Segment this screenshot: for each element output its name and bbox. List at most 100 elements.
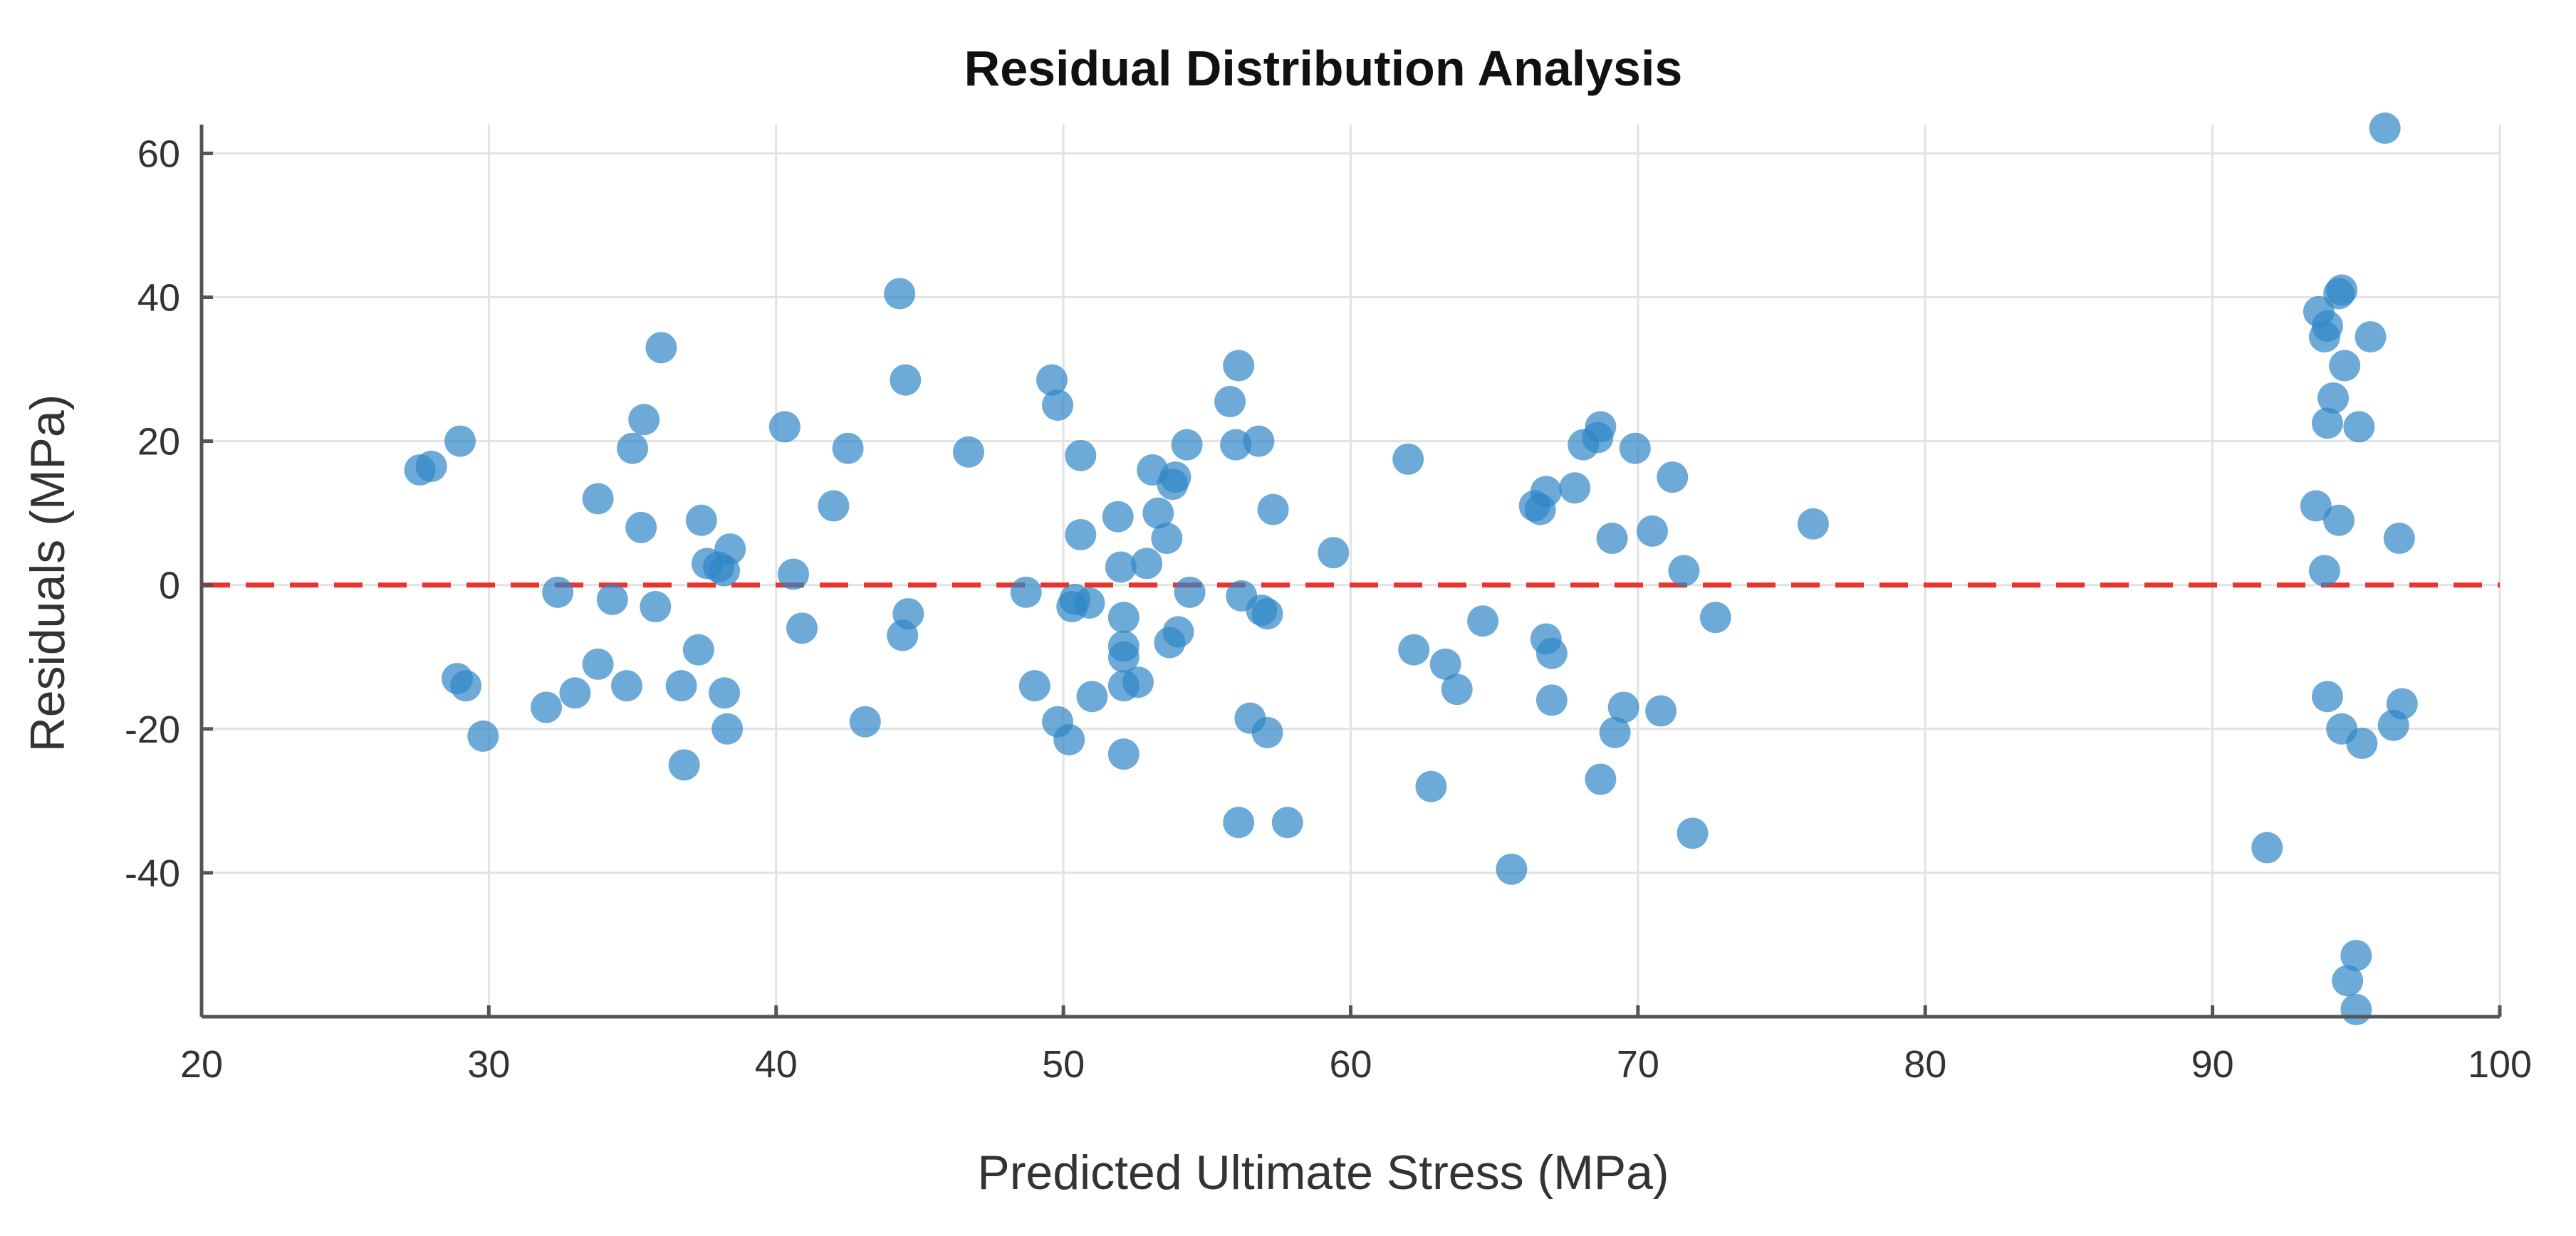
data-point <box>768 411 801 443</box>
x-tick-label: 100 <box>2468 1043 2532 1086</box>
data-point <box>1065 518 1097 550</box>
data-point <box>2340 940 2372 972</box>
tick-labels: 20 30 40 50 60 70 80 90 100 -40 -20 0 20 40 60 <box>125 132 2532 1086</box>
data-point <box>1585 411 1617 443</box>
data-point <box>1018 670 1050 702</box>
data-point <box>2300 490 2332 522</box>
data-point <box>1251 598 1283 630</box>
data-point <box>1243 425 1275 457</box>
data-point <box>1797 508 1829 540</box>
data-point <box>1645 695 1677 727</box>
y-tick-label: 0 <box>159 565 180 607</box>
data-point <box>1585 763 1617 795</box>
data-point <box>1142 497 1174 529</box>
data-point <box>2346 728 2378 760</box>
data-point <box>1010 576 1042 608</box>
data-point <box>1107 602 1140 634</box>
data-point <box>832 432 864 464</box>
data-point <box>596 583 628 615</box>
data-point <box>1223 807 1255 839</box>
data-point <box>1053 723 1085 755</box>
data-point <box>685 504 717 536</box>
chart-title: Residual Distribution Analysis <box>964 41 1683 96</box>
data-point <box>1467 605 1499 637</box>
x-tick-label: 30 <box>467 1043 510 1086</box>
data-point <box>2311 310 2343 342</box>
data-point <box>1223 350 1255 382</box>
data-point <box>1599 716 1631 748</box>
data-point <box>2308 555 2340 587</box>
data-point <box>2326 274 2358 306</box>
data-point <box>1271 807 1303 839</box>
data-point <box>1107 641 1140 673</box>
data-point <box>2317 382 2350 414</box>
data-point <box>415 450 447 482</box>
data-point <box>444 425 476 457</box>
data-point <box>1657 461 1689 493</box>
data-point <box>1220 429 1252 461</box>
data-point <box>1699 602 1731 634</box>
data-point <box>1415 770 1447 802</box>
data-point <box>2355 321 2387 353</box>
data-point <box>2323 504 2355 536</box>
data-point <box>2332 965 2364 997</box>
x-tick-label: 40 <box>755 1043 798 1086</box>
data-point <box>467 720 499 752</box>
data-point <box>714 533 746 565</box>
data-point <box>2343 411 2375 443</box>
data-point <box>645 332 677 364</box>
data-point <box>1429 648 1461 680</box>
data-point <box>1318 537 1350 569</box>
data-point <box>450 670 482 702</box>
data-point <box>1036 364 1068 396</box>
data-point <box>665 670 697 702</box>
data-point <box>1107 738 1140 770</box>
data-point <box>786 612 818 644</box>
y-tick-label: -40 <box>125 852 180 895</box>
data-point <box>890 364 922 396</box>
x-tick-label: 70 <box>1617 1043 1659 1086</box>
data-point <box>2340 993 2372 1025</box>
data-point <box>1171 429 1203 461</box>
data-point <box>884 278 916 310</box>
data-point <box>582 483 614 515</box>
data-point <box>1398 634 1430 666</box>
data-point <box>1065 439 1097 471</box>
data-point <box>531 691 563 723</box>
y-tick-label: 40 <box>137 277 180 320</box>
data-point <box>1073 587 1105 619</box>
y-axis-label: Residuals (MPa) <box>21 394 75 753</box>
data-point <box>1251 716 1283 748</box>
data-point <box>559 677 591 709</box>
data-point <box>1596 523 1628 555</box>
data-points <box>404 112 2418 1025</box>
data-point <box>1559 472 1591 504</box>
x-tick-label: 60 <box>1329 1043 1372 1086</box>
data-point <box>1619 432 1651 464</box>
data-point <box>1677 817 1709 849</box>
data-point <box>1668 555 1700 587</box>
x-tick-label: 20 <box>180 1043 223 1086</box>
x-tick-label: 80 <box>1904 1043 1946 1086</box>
x-tick-label: 90 <box>2191 1043 2234 1086</box>
data-point <box>892 598 924 630</box>
data-point <box>628 404 660 436</box>
data-point <box>818 490 850 522</box>
data-point <box>953 436 985 468</box>
data-point <box>1159 461 1191 493</box>
data-point <box>668 749 700 781</box>
data-point <box>1131 548 1163 580</box>
x-axis-label: Predicted Ultimate Stress (MPa) <box>977 1146 1669 1200</box>
data-point <box>682 634 714 666</box>
data-point <box>1151 523 1183 555</box>
data-point <box>2329 350 2361 382</box>
data-point <box>1076 681 1108 713</box>
data-point <box>1607 691 1639 723</box>
data-point <box>542 576 574 608</box>
data-point <box>1102 501 1134 533</box>
data-point <box>1162 616 1194 648</box>
data-point <box>640 591 672 623</box>
x-tick-label: 50 <box>1042 1043 1085 1086</box>
